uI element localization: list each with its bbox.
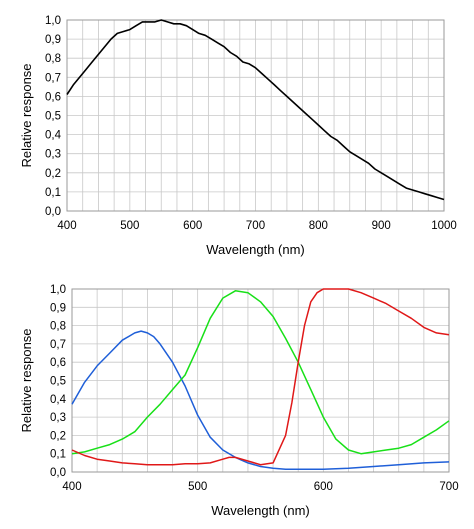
y-tick-label: 0,4 <box>50 394 67 406</box>
y-tick-label: 1,0 <box>45 15 61 27</box>
x-tick-label: 400 <box>57 220 76 232</box>
y-tick-label: 0,0 <box>45 206 61 218</box>
series-line-1 <box>66 19 445 201</box>
x-tick-label: 600 <box>183 220 202 232</box>
series-line-1 <box>71 330 450 471</box>
y-tick-label: 0,8 <box>45 53 61 65</box>
plot-area-frame <box>71 288 450 473</box>
y-tick-label: 0,2 <box>45 168 61 180</box>
y-tick-label: 0,8 <box>50 321 66 333</box>
y-tick-label: 0,2 <box>50 430 66 442</box>
y-tick-label: 0,6 <box>50 357 66 369</box>
x-tick-label: 400 <box>62 481 81 493</box>
series-line-3 <box>71 288 450 466</box>
chart-2: 0,0 0,1 0,2 0,3 0,4 0,5 0,6 0,7 0,8 0,9 1,0 400 500 6… <box>19 284 459 518</box>
x-tick-label: 800 <box>309 220 328 232</box>
y-tick-label: 0,9 <box>50 302 66 314</box>
y-tick-label: 0,5 <box>45 111 61 123</box>
x-tick-label: 500 <box>120 220 139 232</box>
x-tick-label: 1000 <box>431 220 457 232</box>
x-tick-label: 500 <box>188 481 207 493</box>
x-axis-title: Wavelength (nm) <box>206 242 305 257</box>
y-tick-label: 0,7 <box>50 339 66 351</box>
y-tick-label: 0,5 <box>50 376 66 388</box>
y-tick-label: 0,1 <box>50 449 66 461</box>
x-axis-title: Wavelength (nm) <box>211 503 310 518</box>
x-tick-label: 700 <box>439 481 458 493</box>
x-tick-label: 600 <box>314 481 333 493</box>
y-tick-label: 0,3 <box>50 412 66 424</box>
x-tick-label: 700 <box>246 220 265 232</box>
y-tick-label: 0,7 <box>45 72 61 84</box>
y-tick-label: 0,1 <box>45 187 61 199</box>
y-tick-label: 0,3 <box>45 149 61 161</box>
y-axis-title: Relative response <box>19 63 34 167</box>
x-tick-label: 900 <box>372 220 391 232</box>
y-tick-label: 1,0 <box>50 284 66 296</box>
chart-1: 0,0 0,1 0,2 0,3 0,4 0,5 0,6 0,7 0,8 0,9 1,0 400 500 6… <box>19 15 457 257</box>
y-tick-label: 0,0 <box>50 467 66 479</box>
y-tick-label: 0,9 <box>45 34 61 46</box>
series-line-2 <box>71 290 450 455</box>
plot-area-frame <box>66 19 445 212</box>
y-tick-label: 0,6 <box>45 91 61 103</box>
y-axis-title: Relative response <box>19 328 34 432</box>
y-tick-label: 0,4 <box>45 130 62 142</box>
